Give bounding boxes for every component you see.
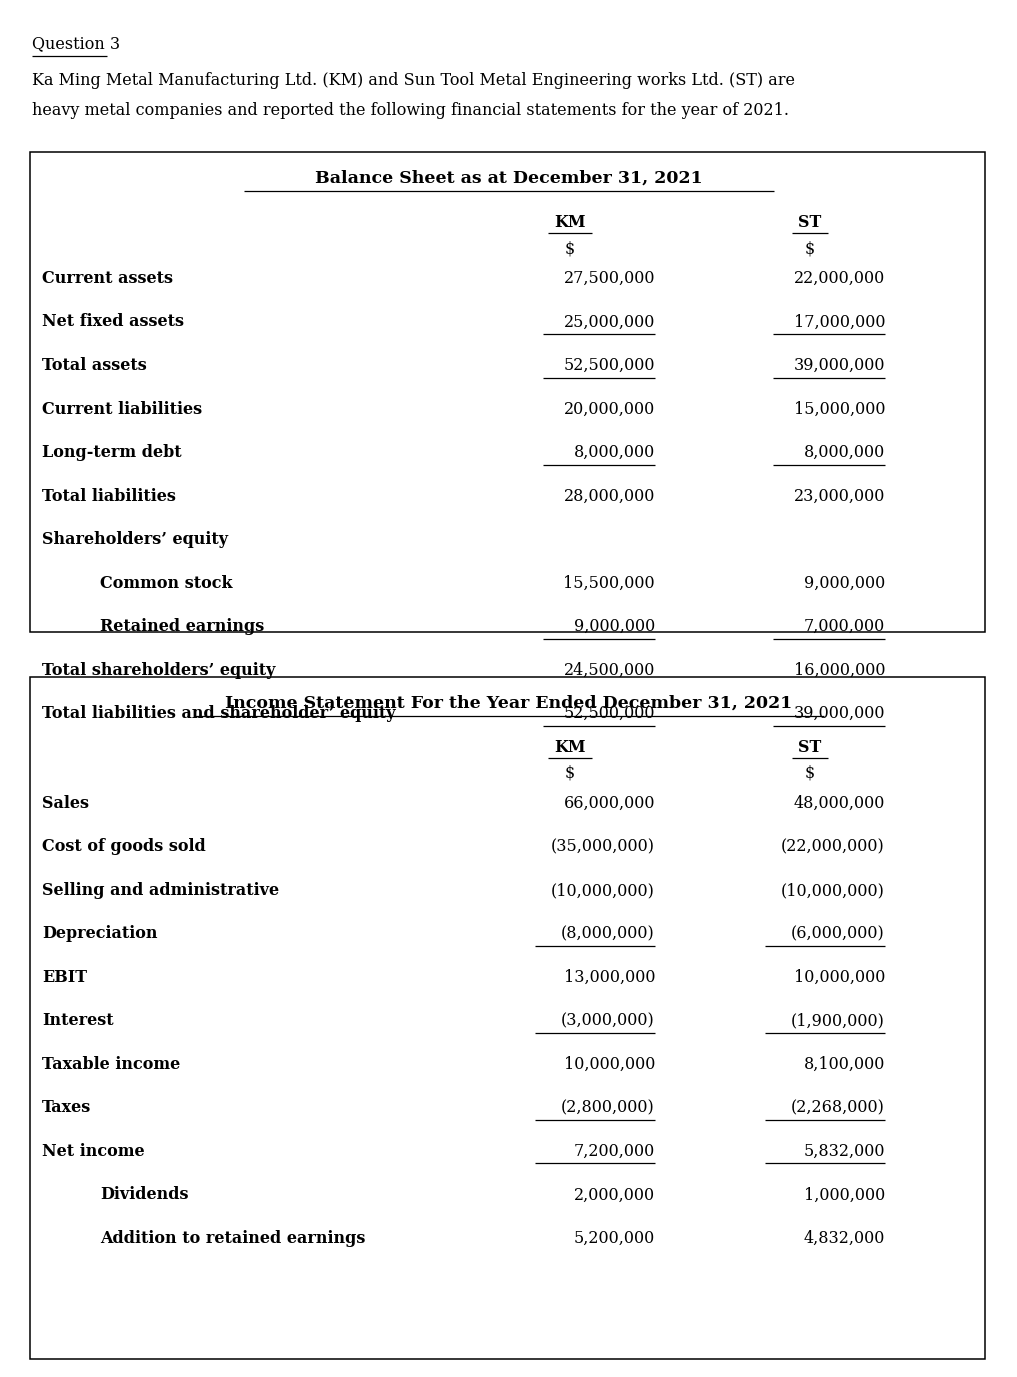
Text: Retained earnings: Retained earnings (100, 618, 264, 635)
Text: Total liabilities and shareholder’ equity: Total liabilities and shareholder’ equit… (42, 705, 396, 722)
Text: (6,000,000): (6,000,000) (791, 925, 885, 942)
Text: (3,000,000): (3,000,000) (561, 1012, 655, 1030)
Text: 8,000,000: 8,000,000 (574, 443, 655, 461)
Text: 2,000,000: 2,000,000 (574, 1187, 655, 1203)
Text: 52,500,000: 52,500,000 (563, 705, 655, 722)
Text: 5,832,000: 5,832,000 (803, 1143, 885, 1159)
Text: $: $ (564, 240, 576, 257)
Text: (1,900,000): (1,900,000) (791, 1012, 885, 1030)
Text: $: $ (804, 240, 815, 257)
Text: 8,100,000: 8,100,000 (803, 1056, 885, 1073)
Text: 15,500,000: 15,500,000 (563, 574, 655, 592)
Text: Cost of goods sold: Cost of goods sold (42, 839, 205, 855)
Text: KM: KM (554, 213, 586, 231)
Text: Total liabilities: Total liabilities (42, 487, 176, 504)
Text: (22,000,000): (22,000,000) (781, 839, 885, 855)
Text: 24,500,000: 24,500,000 (563, 661, 655, 679)
Text: 5,200,000: 5,200,000 (574, 1230, 655, 1248)
Text: 23,000,000: 23,000,000 (793, 487, 885, 504)
Text: (2,268,000): (2,268,000) (791, 1099, 885, 1117)
Text: 25,000,000: 25,000,000 (563, 314, 655, 330)
Text: Long-term debt: Long-term debt (42, 443, 182, 461)
Text: Total assets: Total assets (42, 357, 146, 375)
Text: Dividends: Dividends (100, 1187, 188, 1203)
Bar (29, 677, 985, 1359)
Text: 17,000,000: 17,000,000 (793, 314, 885, 330)
Text: (10,000,000): (10,000,000) (551, 883, 655, 899)
Text: $: $ (564, 766, 576, 782)
Text: Net fixed assets: Net fixed assets (42, 314, 184, 330)
Text: 4,832,000: 4,832,000 (803, 1230, 885, 1248)
Text: EBIT: EBIT (42, 969, 87, 986)
Text: 9,000,000: 9,000,000 (803, 574, 885, 592)
Text: Shareholders’ equity: Shareholders’ equity (42, 532, 228, 548)
Bar (29, 151, 985, 632)
Text: 1,000,000: 1,000,000 (803, 1187, 885, 1203)
Text: 48,000,000: 48,000,000 (793, 795, 885, 812)
Text: Current liabilities: Current liabilities (42, 401, 202, 417)
Text: Total shareholders’ equity: Total shareholders’ equity (42, 661, 276, 679)
Text: 22,000,000: 22,000,000 (793, 270, 885, 286)
Text: KM: KM (554, 739, 586, 756)
Text: Taxes: Taxes (42, 1099, 92, 1117)
Text: (35,000,000): (35,000,000) (551, 839, 655, 855)
Text: 27,500,000: 27,500,000 (563, 270, 655, 286)
Text: 52,500,000: 52,500,000 (563, 357, 655, 375)
Text: 10,000,000: 10,000,000 (563, 1056, 655, 1073)
Text: Balance Sheet as at December 31, 2021: Balance Sheet as at December 31, 2021 (314, 169, 703, 187)
Text: Income Statement For the Year Ended December 31, 2021: Income Statement For the Year Ended Dece… (225, 695, 792, 712)
Text: Net income: Net income (42, 1143, 144, 1159)
Text: 39,000,000: 39,000,000 (793, 705, 885, 722)
Text: Depreciation: Depreciation (42, 925, 158, 942)
Text: 7,000,000: 7,000,000 (803, 618, 885, 635)
Text: Addition to retained earnings: Addition to retained earnings (100, 1230, 365, 1248)
Text: (2,800,000): (2,800,000) (561, 1099, 655, 1117)
Text: 8,000,000: 8,000,000 (803, 443, 885, 461)
Text: (8,000,000): (8,000,000) (561, 925, 655, 942)
Text: Common stock: Common stock (100, 574, 233, 592)
Text: heavy metal companies and reported the following financial statements for the ye: heavy metal companies and reported the f… (32, 102, 789, 118)
Text: (10,000,000): (10,000,000) (781, 883, 885, 899)
Text: 15,000,000: 15,000,000 (793, 401, 885, 417)
Text: 20,000,000: 20,000,000 (563, 401, 655, 417)
Text: Selling and administrative: Selling and administrative (42, 883, 279, 899)
Text: Ka Ming Metal Manufacturing Ltd. (KM) and Sun Tool Metal Engineering works Ltd. : Ka Ming Metal Manufacturing Ltd. (KM) an… (32, 72, 795, 90)
Text: Question 3: Question 3 (32, 34, 120, 52)
Text: ST: ST (798, 739, 822, 756)
Text: 13,000,000: 13,000,000 (563, 969, 655, 986)
Text: 9,000,000: 9,000,000 (574, 618, 655, 635)
Text: Sales: Sales (42, 795, 89, 812)
Text: 7,200,000: 7,200,000 (574, 1143, 655, 1159)
Text: 66,000,000: 66,000,000 (563, 795, 655, 812)
Text: 16,000,000: 16,000,000 (793, 661, 885, 679)
Text: Interest: Interest (42, 1012, 114, 1030)
Text: 39,000,000: 39,000,000 (793, 357, 885, 375)
Text: Current assets: Current assets (42, 270, 173, 286)
Text: Taxable income: Taxable income (42, 1056, 180, 1073)
Text: 10,000,000: 10,000,000 (793, 969, 885, 986)
Text: 28,000,000: 28,000,000 (563, 487, 655, 504)
Text: $: $ (804, 766, 815, 782)
Text: ST: ST (798, 213, 822, 231)
